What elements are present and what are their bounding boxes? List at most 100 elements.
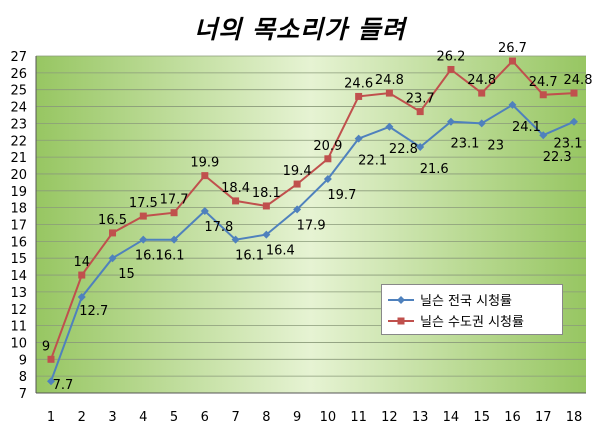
series-1-point <box>170 209 178 217</box>
x-tick-label: 8 <box>262 410 270 425</box>
series-0-point <box>539 131 548 140</box>
data-label-nationwide: 7.7 <box>53 378 74 393</box>
y-tick-label: 24 <box>10 101 27 116</box>
data-label-capital: 23.7 <box>406 92 435 107</box>
series-0-point <box>477 119 486 128</box>
y-tick-label: 12 <box>10 303 27 318</box>
y-tick-label: 18 <box>10 202 27 217</box>
y-tick-label: 27 <box>10 50 27 65</box>
legend-label-nationwide: 닐슨 전국 시청률 <box>420 294 512 309</box>
series-0-point <box>77 292 86 301</box>
data-label-nationwide: 23.1 <box>554 137 583 152</box>
series-1-point <box>508 57 516 65</box>
y-tick-label: 13 <box>10 286 27 301</box>
data-label-capital: 24.6 <box>344 76 373 91</box>
series-0-point <box>416 142 425 151</box>
y-tick-label: 23 <box>10 117 27 132</box>
data-label-nationwide: 21.6 <box>420 162 449 177</box>
y-tick-label: 9 <box>19 353 27 368</box>
x-tick-label: 14 <box>443 410 460 425</box>
series-1-point <box>109 229 117 237</box>
data-label-nationwide: 17.8 <box>204 220 233 235</box>
x-tick-label: 11 <box>350 410 367 425</box>
y-tick-label: 21 <box>10 151 27 166</box>
x-tick-label: 7 <box>231 410 239 425</box>
data-label-capital: 24.7 <box>529 75 558 90</box>
data-label-nationwide: 16.1 <box>235 249 264 264</box>
series-1-point <box>139 212 147 220</box>
data-label-nationwide: 16.4 <box>266 244 295 259</box>
y-tick-label: 10 <box>10 336 27 351</box>
data-label-nationwide: 16.1 <box>135 249 164 264</box>
series-1-point <box>47 355 55 363</box>
y-tick-label: 22 <box>10 134 27 149</box>
series-1-point <box>324 155 332 163</box>
data-label-nationwide: 12.7 <box>79 304 108 319</box>
series-0-point <box>108 254 117 263</box>
series-1-point <box>201 172 209 180</box>
legend-swatch-nationwide <box>388 295 414 304</box>
series-1-point <box>416 108 424 116</box>
series-0-point <box>446 117 455 126</box>
series-0-point <box>293 205 302 214</box>
legend: 닐슨 전국 시청률 닐슨 수도권 시청률 <box>381 284 563 335</box>
series-0-point <box>385 122 394 131</box>
series-0-point <box>139 235 148 244</box>
data-label-capital: 14 <box>73 255 90 270</box>
series-1-point <box>385 89 393 97</box>
y-tick-label: 7 <box>19 387 27 402</box>
x-tick-label: 3 <box>108 410 116 425</box>
x-tick-label: 12 <box>381 410 398 425</box>
data-label-capital: 24.8 <box>375 73 404 88</box>
series-line-0 <box>50 103 575 382</box>
y-tick-label: 14 <box>10 269 27 284</box>
legend-swatch-capital <box>388 317 414 324</box>
data-label-nationwide: 22.8 <box>389 142 418 157</box>
series-0-point <box>508 100 517 109</box>
y-tick-label: 20 <box>10 168 27 183</box>
y-tick-label: 25 <box>10 84 27 99</box>
data-label-capital: 19.9 <box>190 156 219 171</box>
x-tick-label: 2 <box>78 410 86 425</box>
x-tick-label: 18 <box>566 410 583 425</box>
chart-title: 너의 목소리가 들려 <box>194 15 406 44</box>
data-label-capital: 20.9 <box>313 139 342 154</box>
y-tick-label: 19 <box>10 185 27 200</box>
data-label-capital: 17.7 <box>160 193 189 208</box>
x-tick-label: 1 <box>47 410 55 425</box>
data-label-capital: 26.2 <box>436 49 465 64</box>
series-0-point <box>47 377 55 386</box>
series-1-point <box>293 180 301 188</box>
series-0-point <box>231 235 240 244</box>
series-0-point <box>170 235 179 244</box>
data-label-capital: 24.8 <box>467 73 496 88</box>
series-0-point <box>262 230 271 239</box>
series-0-point <box>354 134 363 143</box>
y-tick-label: 11 <box>10 320 27 335</box>
data-label-nationwide: 19.7 <box>327 188 356 203</box>
y-tick-label: 26 <box>10 67 27 82</box>
series-1-point <box>355 92 363 100</box>
series-1-point <box>539 91 547 99</box>
data-label-capital: 16.5 <box>98 213 127 228</box>
series-1-point <box>232 197 240 205</box>
series-1-point <box>570 89 578 97</box>
x-tick-label: 15 <box>473 410 490 425</box>
x-tick-label: 6 <box>201 410 209 425</box>
data-label-capital: 18.4 <box>221 181 250 196</box>
series-line-1 <box>50 59 575 360</box>
series-1-point <box>447 65 455 73</box>
x-tick-label: 17 <box>535 410 552 425</box>
series-0-point <box>323 175 332 184</box>
x-tick-label: 5 <box>170 410 178 425</box>
legend-item-capital: 닐슨 수도권 시청률 <box>388 310 556 331</box>
x-tick-label: 16 <box>504 410 521 425</box>
data-label-nationwide: 15 <box>118 267 135 282</box>
series-1-point <box>262 202 270 210</box>
y-tick-label: 8 <box>19 370 27 385</box>
data-label-nationwide: 24.1 <box>512 120 541 135</box>
data-label-nationwide: 23 <box>487 138 504 153</box>
series-0-point <box>200 207 209 216</box>
